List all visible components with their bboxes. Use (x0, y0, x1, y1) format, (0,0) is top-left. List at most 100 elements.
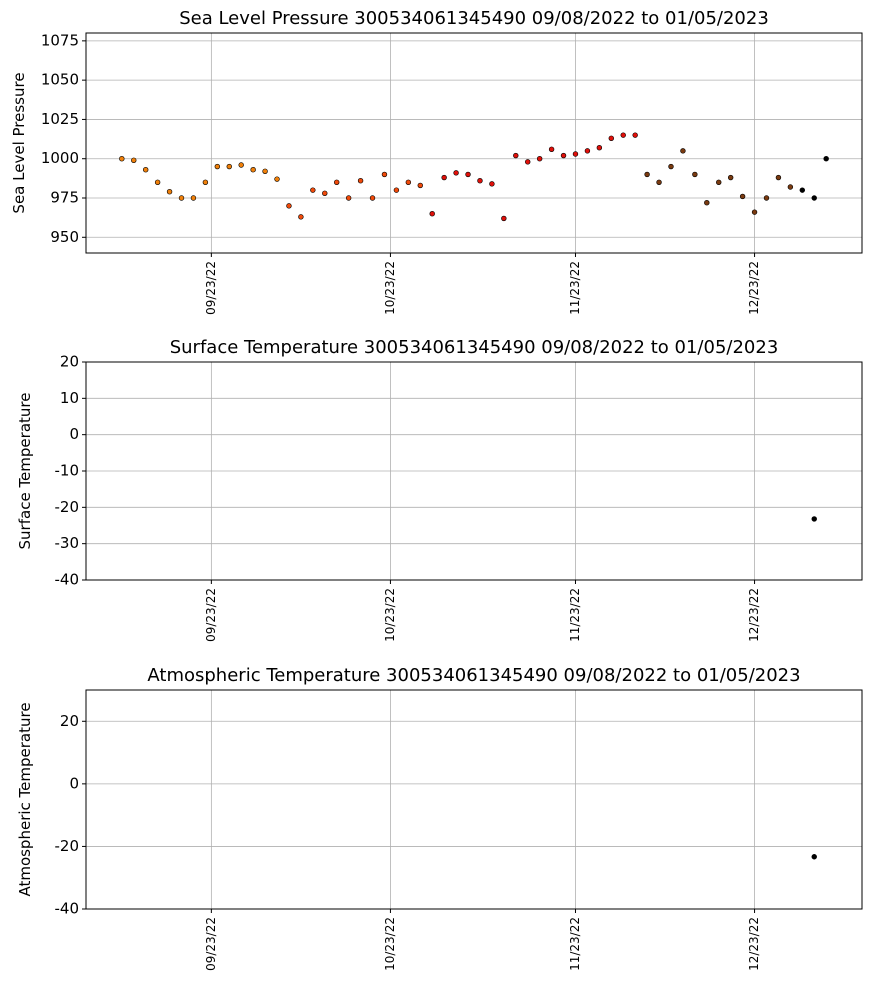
point (751, 209, 758, 215)
y-tick-label: -40 (55, 900, 80, 918)
point (811, 516, 817, 522)
point (142, 167, 149, 173)
point (274, 176, 280, 182)
subplot: Surface Temperature 300534061345490 09/0… (16, 337, 863, 642)
point (632, 132, 638, 138)
y-tick-label: -20 (55, 498, 80, 516)
x-tick-label: 10/23/22 (383, 588, 397, 642)
x-tick-label: 09/23/22 (204, 917, 218, 971)
point (799, 187, 806, 193)
point (477, 178, 483, 184)
point (620, 132, 626, 138)
y-tick-label: 1075 (41, 31, 79, 49)
x-tick-label: 12/23/22 (747, 588, 761, 642)
plot-frame (85, 32, 863, 254)
point (119, 156, 125, 162)
subplot: Sea Level Pressure 300534061345490 09/08… (10, 8, 863, 315)
point (811, 195, 817, 201)
point (154, 179, 161, 185)
y-axis-label: Surface Temperature (16, 393, 34, 550)
point (322, 190, 328, 196)
x-tick-label: 12/23/22 (747, 261, 761, 315)
point (286, 203, 292, 209)
point (536, 156, 543, 162)
point (763, 195, 770, 201)
y-tick-label: 1025 (41, 110, 79, 128)
point (166, 189, 173, 195)
point (739, 193, 746, 200)
point (811, 854, 817, 860)
y-tick-label: 20 (60, 712, 79, 730)
point (369, 195, 376, 201)
point (453, 170, 459, 176)
point (429, 211, 435, 217)
point (178, 195, 185, 201)
point (656, 179, 662, 185)
x-tick-label: 11/23/22 (568, 917, 582, 971)
point (489, 181, 495, 187)
point (823, 156, 829, 162)
point (596, 145, 603, 151)
y-tick-label: 0 (69, 774, 79, 792)
point (525, 159, 531, 165)
point (417, 182, 423, 189)
point (584, 148, 591, 154)
point (692, 171, 698, 178)
y-tick-label: -30 (55, 534, 80, 552)
y-tick-label: 10 (60, 389, 79, 407)
y-tick-label: -20 (55, 837, 80, 855)
x-tick-label: 10/23/22 (383, 261, 397, 315)
point (501, 215, 507, 222)
y-axis-label: Atmospheric Temperature (16, 702, 34, 896)
y-axis-label: Sea Level Pressure (10, 72, 28, 213)
point (214, 163, 221, 170)
y-tick-label: 1000 (41, 149, 79, 167)
plot-frame (85, 361, 863, 581)
y-tick-label: 975 (50, 189, 79, 207)
point (250, 167, 256, 173)
point (704, 200, 710, 206)
point (202, 179, 209, 185)
subplot: Atmospheric Temperature 300534061345490 … (16, 665, 863, 971)
x-tick-label: 09/23/22 (204, 588, 218, 642)
y-tick-label: -40 (55, 571, 80, 589)
point (668, 163, 674, 170)
y-tick-label: 950 (50, 228, 79, 246)
point (190, 195, 197, 201)
x-tick-label: 09/23/22 (204, 261, 218, 315)
x-tick-label: 10/23/22 (383, 917, 397, 971)
point (441, 174, 447, 181)
point (262, 168, 268, 174)
point (298, 214, 304, 220)
plot-frame (85, 689, 863, 910)
point (644, 171, 650, 178)
y-tick-label: 0 (69, 425, 79, 443)
point (716, 179, 722, 185)
y-tick-label: 20 (60, 353, 79, 371)
point (226, 163, 232, 170)
point (680, 148, 686, 154)
point (345, 195, 352, 201)
y-tick-label: -10 (55, 462, 80, 480)
point (465, 171, 471, 178)
chart-title: Sea Level Pressure 300534061345490 09/08… (179, 8, 769, 29)
point (334, 179, 340, 185)
point (513, 152, 519, 159)
point (548, 146, 555, 152)
point (727, 174, 734, 181)
point (608, 135, 614, 141)
chart-title: Atmospheric Temperature 300534061345490 … (147, 665, 800, 686)
x-tick-label: 11/23/22 (568, 261, 582, 315)
x-tick-label: 11/23/22 (568, 588, 582, 642)
point (357, 178, 364, 184)
point (310, 187, 316, 193)
x-tick-label: 12/23/22 (747, 917, 761, 971)
point (405, 179, 412, 185)
point (775, 174, 782, 181)
y-tick-label: 1050 (41, 71, 79, 89)
point (238, 162, 244, 168)
point (381, 171, 388, 178)
point (560, 152, 567, 159)
point (787, 184, 794, 190)
